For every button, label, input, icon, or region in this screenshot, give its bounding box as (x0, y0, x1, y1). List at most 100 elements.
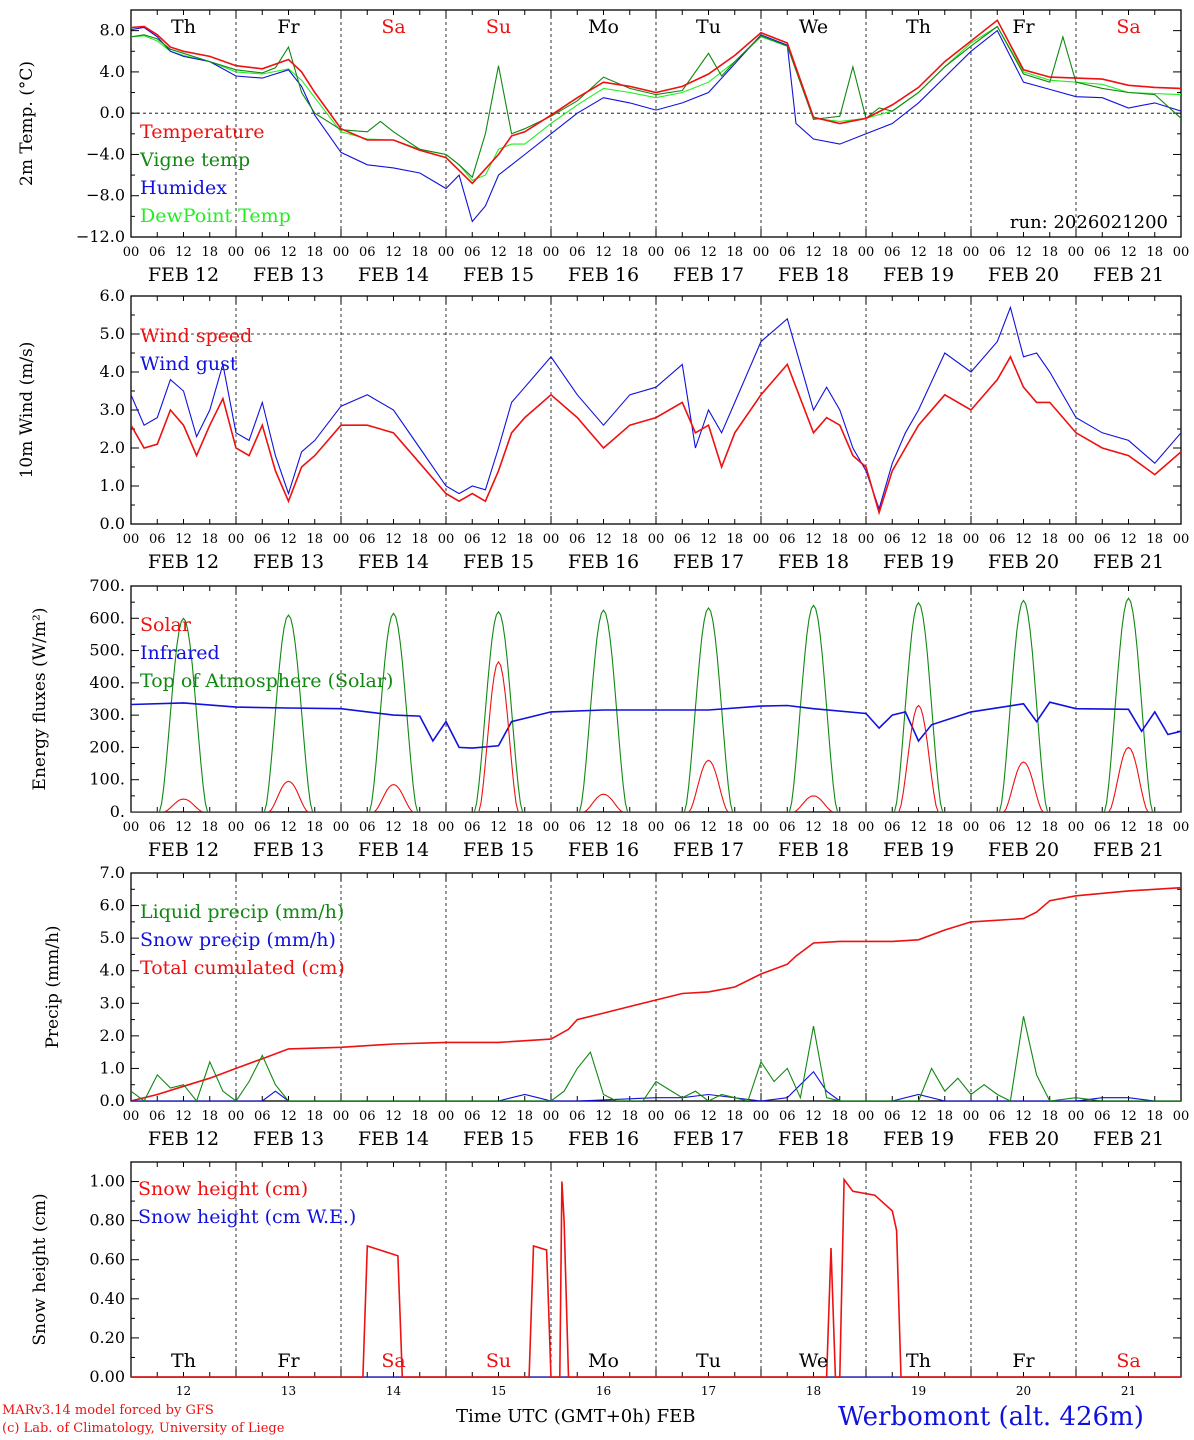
date-label: FEB 14 (358, 1128, 429, 1150)
hour-tick-label: 06 (254, 1109, 271, 1124)
date-label: FEB 14 (358, 551, 429, 573)
hour-tick-label: 12 (1120, 820, 1137, 835)
hour-tick-label: 00 (1068, 820, 1085, 835)
weekday-label: Fr (1012, 16, 1035, 38)
hour-tick-label: 18 (726, 245, 743, 260)
date-label: FEB 19 (883, 839, 954, 861)
date-label: FEB 21 (1093, 1128, 1164, 1150)
series-line-vigne-temp (131, 25, 1181, 179)
hour-tick-label: 18 (936, 245, 953, 260)
hour-tick-label: 00 (438, 532, 455, 547)
hour-tick-label: 12 (595, 820, 612, 835)
legend-entry: Liquid precip (mm/h) (140, 901, 344, 923)
day-number-label: 18 (806, 1384, 821, 1398)
hour-tick-label: 18 (831, 1109, 848, 1124)
panel-temp: 8.0 4.0 0.0 −4.0 −8.0 −12.0 2m Temp. (°C) Tempe… (17, 9, 1189, 286)
hour-tick-label: 12 (910, 820, 927, 835)
y-tick-label: 400. (89, 673, 125, 692)
hour-tick-label: 06 (674, 245, 691, 260)
weekday-label: Th (171, 1350, 196, 1372)
hour-tick-label: 12 (385, 1109, 402, 1124)
day-number-label: 12 (176, 1384, 191, 1398)
hour-tick-label: 18 (201, 532, 218, 547)
hour-tick-label: 12 (1015, 1109, 1032, 1124)
day-number-label: 13 (281, 1384, 296, 1398)
y-tick-label: 6.0 (100, 286, 125, 305)
y-tick-label: 0.0 (100, 1091, 125, 1110)
hour-tick-label: 00 (543, 245, 560, 260)
hour-tick-label: 06 (884, 1109, 901, 1124)
hour-tick-label: 00 (858, 820, 875, 835)
hour-tick-label: 06 (149, 820, 166, 835)
hour-tick-label: 00 (333, 820, 350, 835)
hour-tick-label: 06 (569, 1109, 586, 1124)
hour-tick-label: 12 (490, 1109, 507, 1124)
hour-tick-label: 12 (910, 532, 927, 547)
legend-entry: Snow height (cm) (138, 1178, 308, 1200)
hour-tick-label: 12 (280, 245, 297, 260)
legend-entry: Vigne temp (139, 149, 250, 171)
series-line-total-cumulated-cm (131, 886, 1181, 1101)
y-tick-label: 5.0 (100, 324, 125, 343)
hour-tick-label: 00 (228, 820, 245, 835)
date-label: FEB 18 (778, 551, 849, 573)
hour-tick-label: 06 (149, 1109, 166, 1124)
y-tick-label: 0.00 (89, 1367, 125, 1386)
y-tick-label: 8.0 (100, 21, 125, 40)
hour-tick-label: 18 (411, 1109, 428, 1124)
weekday-label: Su (486, 1350, 511, 1372)
date-label: FEB 12 (148, 264, 219, 286)
hour-tick-label: 18 (726, 820, 743, 835)
weekday-label: We (799, 1350, 828, 1372)
weekday-label: Th (906, 1350, 931, 1372)
hour-tick-label: 18 (621, 820, 638, 835)
hour-tick-label: 18 (1146, 245, 1163, 260)
series-line-dewpoint-temp (131, 25, 1181, 181)
series-line-snow-height-cm (131, 1177, 1181, 1377)
hour-tick-label: 00 (543, 820, 560, 835)
y-tick-label: 0.20 (89, 1328, 125, 1347)
series-line-liquid-precip-mm-h (131, 1016, 1181, 1101)
hour-tick-label: 00 (543, 1109, 560, 1124)
y-axis-label: 10m Wind (m/s) (17, 342, 37, 479)
day-number-label: 17 (701, 1384, 716, 1398)
legend-entry: Solar (140, 614, 192, 636)
hour-tick-label: 18 (936, 532, 953, 547)
hour-tick-label: 18 (1041, 1109, 1058, 1124)
series-line-wind-speed (131, 355, 1181, 516)
hour-tick-label: 06 (464, 820, 481, 835)
hour-tick-label: 06 (359, 245, 376, 260)
y-tick-label: 1.00 (89, 1172, 125, 1191)
hour-tick-label: 12 (700, 1109, 717, 1124)
series-line-solar (131, 660, 1181, 812)
hour-tick-label: 18 (1041, 532, 1058, 547)
hour-tick-label: 00 (228, 245, 245, 260)
hour-tick-label: 00 (648, 820, 665, 835)
hour-tick-label: 06 (779, 1109, 796, 1124)
hour-tick-label: 12 (385, 820, 402, 835)
hour-tick-label: 18 (516, 820, 533, 835)
hour-tick-label: 18 (306, 245, 323, 260)
day-number-label: 19 (911, 1384, 926, 1398)
date-label: FEB 16 (568, 264, 639, 286)
panel-precip: 7.0 6.0 5.0 4.0 3.0 2.0 1.0 0.0 Precip (mm/h) Liq… (43, 863, 1189, 1150)
date-label: FEB 15 (463, 264, 534, 286)
hour-tick-label: 12 (1015, 245, 1032, 260)
day-number-label: 15 (491, 1384, 506, 1398)
hour-tick-label: 00 (1068, 532, 1085, 547)
hour-tick-label: 12 (280, 532, 297, 547)
hour-tick-label: 18 (621, 1109, 638, 1124)
y-tick-label: 2.0 (100, 438, 125, 457)
y-tick-label: 0.0 (100, 514, 125, 533)
y-tick-label: 2.0 (100, 1026, 125, 1045)
series-line-wind-gust (131, 305, 1181, 511)
run-annotation: run: 2026021200 (1010, 212, 1168, 233)
panel-energy: 700. 600. 500. 400. 300. 200. 100. 0. Energy flu… (30, 576, 1189, 861)
day-number-label: 16 (596, 1384, 611, 1398)
hour-tick-label: 06 (464, 532, 481, 547)
hour-tick-label: 06 (569, 532, 586, 547)
legend-entry: Infrared (140, 642, 220, 664)
y-tick-label: −12.0 (76, 227, 125, 246)
hour-tick-label: 18 (411, 820, 428, 835)
